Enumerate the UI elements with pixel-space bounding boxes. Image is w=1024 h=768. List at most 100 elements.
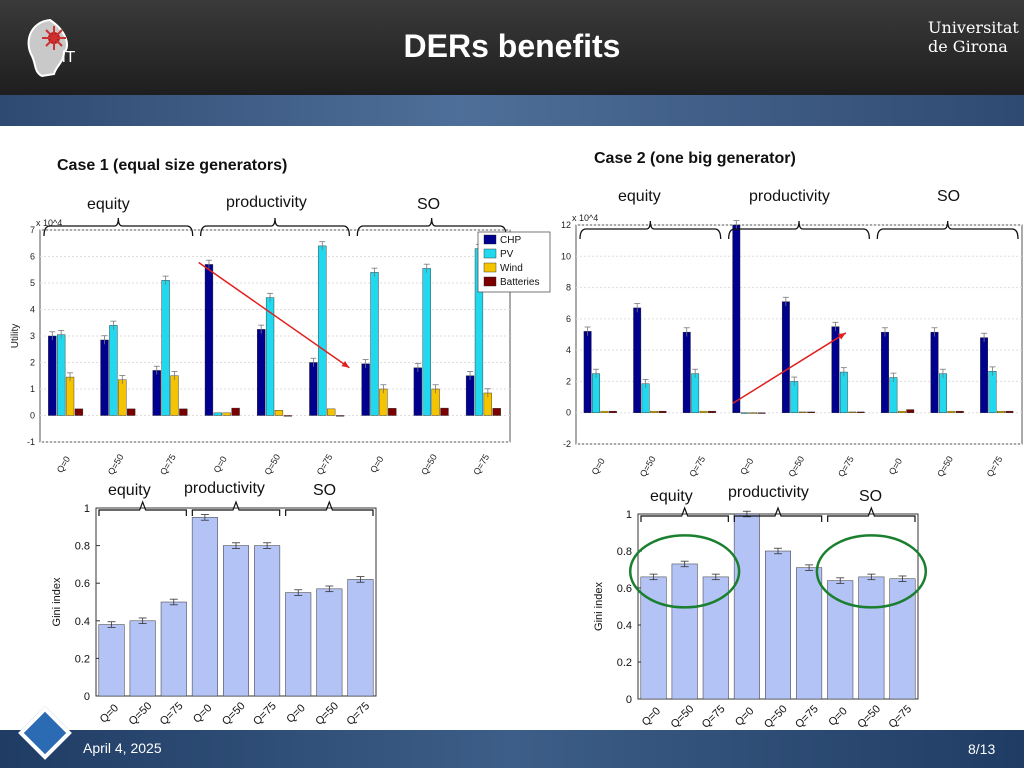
bar-wind <box>65 376 75 416</box>
bar-pv <box>213 412 222 416</box>
y-axis-label: Gini index <box>51 577 63 626</box>
bar-chp <box>682 331 691 413</box>
x-tick-label: Q=75 <box>344 700 372 728</box>
bar-batteries <box>492 408 501 416</box>
group-bracket <box>200 217 350 237</box>
x-tick-label: Q=50 <box>855 703 883 731</box>
footer-bar <box>0 730 1024 768</box>
bar-wind <box>997 410 1005 413</box>
plot-area <box>575 224 1023 445</box>
y-axis-label: Utility <box>10 324 21 348</box>
group-bracket <box>733 506 823 522</box>
y-tick-label: 1 <box>84 503 90 515</box>
group-bracket <box>876 220 1019 240</box>
c2-bottom-label-so: SO <box>859 488 883 505</box>
logo-line-1: Universitat <box>928 18 1019 37</box>
y-tick-label: 0.8 <box>617 546 632 558</box>
x-tick-label: Q=0 <box>55 455 72 475</box>
y-tick-label: -1 <box>27 437 35 447</box>
case2-title: Case 2 (one big generator) <box>594 150 796 167</box>
c2-top-label-so: SO <box>937 188 961 205</box>
x-tick-label: Q=75 <box>158 700 186 728</box>
case2-utility-chart: -2 0 2 4 6 8 10 12x 10^4 Q=0 Q=50 Q=75 Q=0 Q=50 Q=75 Q… <box>561 213 1023 479</box>
group-bracket <box>98 500 187 516</box>
x-tick-label: Q=0 <box>212 455 229 475</box>
bar-pv <box>422 268 431 416</box>
trend-arrow <box>732 332 847 404</box>
group-bracket <box>356 217 507 237</box>
gini-bar <box>316 588 343 697</box>
c1-top-label-productivity: productivity <box>226 194 307 211</box>
bar-chp <box>465 375 475 416</box>
group-bracket <box>191 500 281 516</box>
x-tick-label: Q=50 <box>419 452 439 476</box>
case1-utility-chart: -1 0 1 2 3 4 5 6 7x 10^4 Utility Q=0 Q=50 Q=75 Q=0 Q=5… <box>10 217 551 477</box>
y-tick-label: 2 <box>30 358 35 368</box>
bar-wind <box>798 411 807 413</box>
bar-wind <box>222 412 231 416</box>
institute-logo: iT <box>20 12 100 89</box>
x-tick-label: Q=0 <box>738 457 755 477</box>
bar-pv <box>592 373 600 413</box>
bar-pv <box>790 381 799 413</box>
bar-chp <box>361 363 370 416</box>
bar-pv <box>939 373 947 413</box>
c1-bottom-label-so: SO <box>313 482 337 499</box>
bar-pv <box>740 412 749 414</box>
gini-bar <box>98 624 125 697</box>
group-bracket <box>640 506 729 522</box>
bar-chp <box>100 339 109 416</box>
group-bracket <box>285 500 374 516</box>
legend-label: PV <box>500 249 514 260</box>
bar-chp <box>781 301 790 413</box>
bar-wind <box>170 375 179 416</box>
y-tick-label: 0 <box>626 694 632 706</box>
bar-pv <box>265 297 275 416</box>
gini-bar <box>129 620 156 697</box>
c1-top-label-equity: equity <box>87 196 130 213</box>
y-axis-label: Gini index <box>593 582 605 631</box>
y-tick-label: 0 <box>30 411 35 421</box>
c2-bottom-label-productivity: productivity <box>728 484 809 501</box>
y-tick-label: 0.6 <box>75 578 90 590</box>
y-tick-label: 0.4 <box>75 616 90 628</box>
bar-wind <box>848 411 857 413</box>
gini-bar <box>827 580 854 700</box>
y-tick-label: 0.2 <box>75 653 90 665</box>
y-tick-label: 6 <box>30 252 35 262</box>
y-tick-label: -2 <box>563 439 571 449</box>
bar-batteries <box>440 407 449 416</box>
bar-pv <box>57 334 66 416</box>
y-tick-label: 4 <box>30 305 35 315</box>
gini-bar <box>160 601 187 697</box>
x-tick-label: Q=50 <box>220 700 248 728</box>
logo-text: iT <box>62 49 76 66</box>
y-tick-label: 1 <box>30 384 35 394</box>
legend-swatch <box>483 276 497 287</box>
trend-arrowhead <box>341 361 350 368</box>
y-tick-label: 1 <box>626 509 632 521</box>
bar-batteries <box>757 412 766 414</box>
page-number: 8/13 <box>968 741 996 757</box>
x-tick-label: Q=75 <box>985 454 1005 478</box>
bar-pv <box>370 272 379 416</box>
y-tick-label: 0 <box>84 691 90 703</box>
slide-title: DERs benefits <box>403 28 621 64</box>
y-tick-label: 12 <box>561 220 571 230</box>
c1-bottom-label-productivity: productivity <box>184 480 265 497</box>
y-tick-label: 0.6 <box>617 583 632 595</box>
bar-batteries <box>856 411 865 413</box>
bar-pv <box>839 371 848 413</box>
bar-chp <box>309 362 318 416</box>
legend-swatch <box>483 234 497 245</box>
y-tick-label: 0.4 <box>617 620 632 632</box>
bar-wind <box>749 412 758 414</box>
gini-bar <box>191 517 218 697</box>
c1-top-label-so: SO <box>417 196 441 213</box>
group-bracket <box>827 506 916 522</box>
y-tick-label: 2 <box>566 376 571 386</box>
bar-wind <box>947 410 956 413</box>
bar-chp <box>152 370 161 416</box>
bar-batteries <box>609 410 617 413</box>
